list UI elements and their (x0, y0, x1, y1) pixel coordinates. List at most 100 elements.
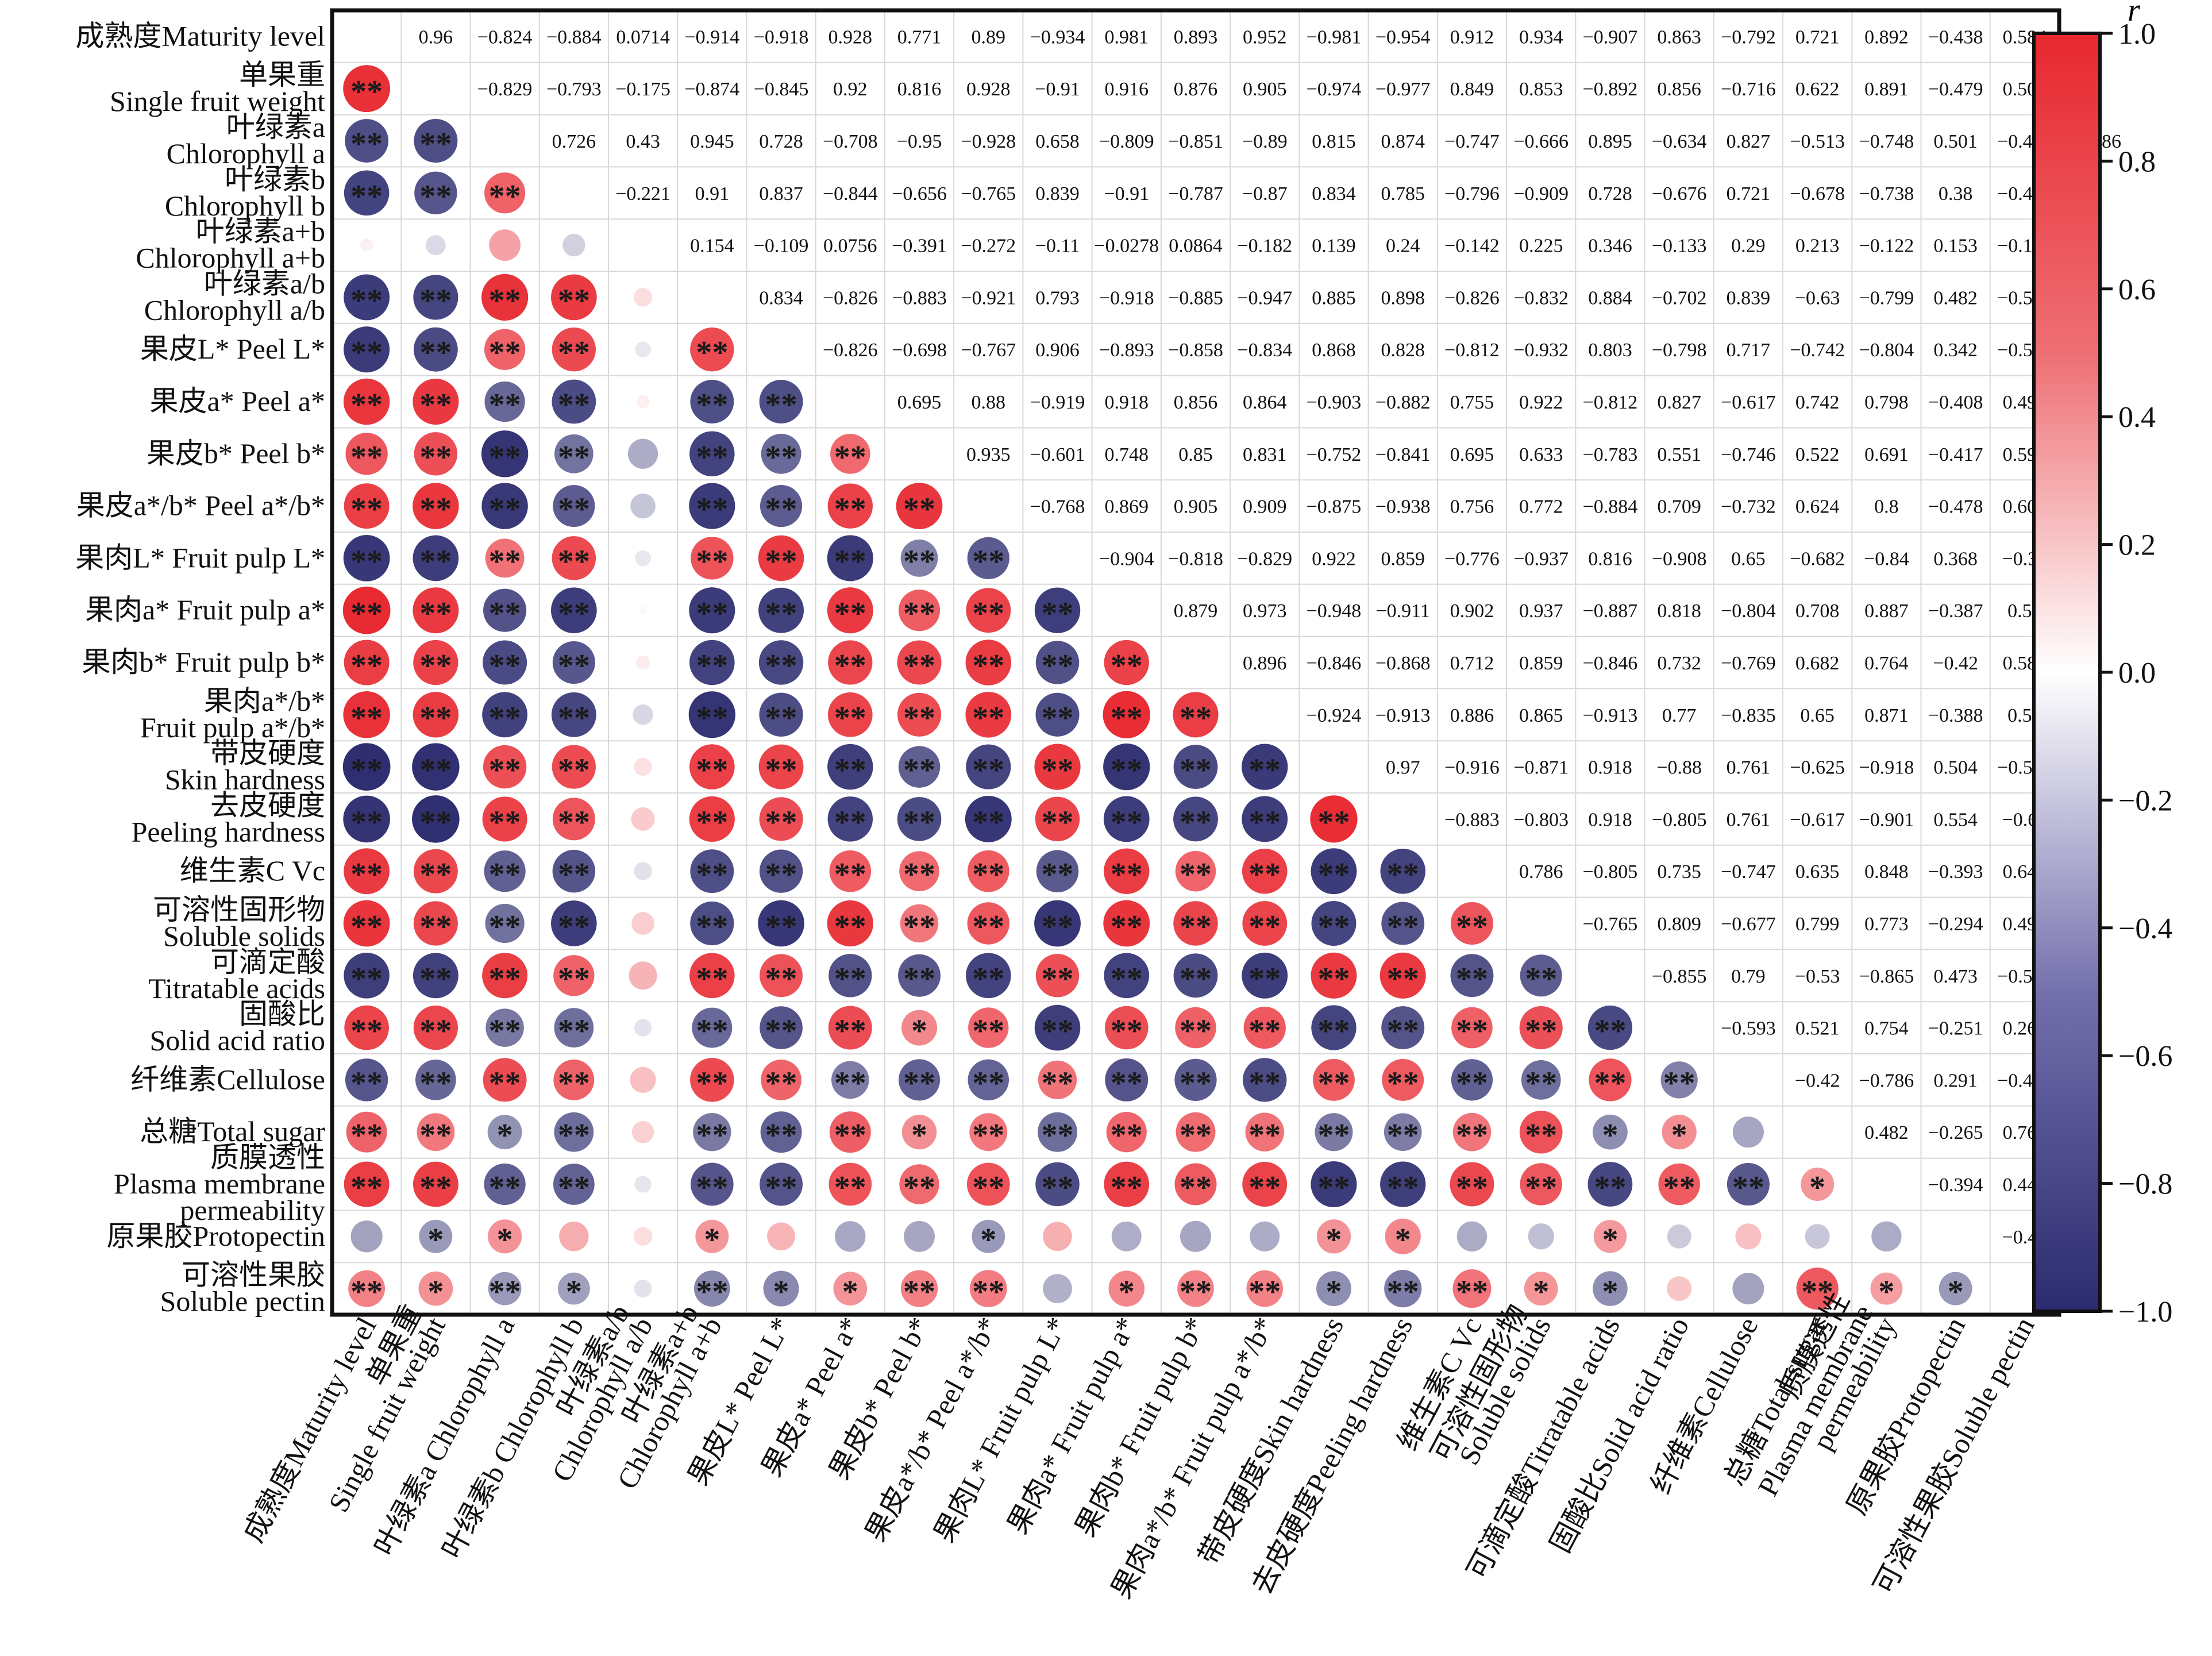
correlation-value: −0.803 (1513, 809, 1569, 830)
significance-mark: * (1809, 1170, 1825, 1206)
correlation-value: −0.871 (1513, 757, 1569, 779)
significance-mark: ** (972, 961, 1004, 997)
correlation-circle (1382, 1058, 1424, 1101)
correlation-circle (1315, 1113, 1353, 1152)
correlation-circle (1177, 1270, 1214, 1307)
correlation-circle (414, 118, 458, 163)
correlation-circle (1180, 1220, 1212, 1252)
correlation-value: 0.501 (1933, 131, 1978, 152)
significance-mark: ** (350, 283, 383, 318)
significance-mark: ** (972, 1274, 1004, 1310)
correlation-circle (634, 758, 652, 776)
correlation-circle (488, 1219, 522, 1254)
row-label: 原果胶Protopectin (106, 1220, 325, 1252)
correlation-value: −0.221 (615, 183, 670, 205)
correlation-circle (690, 849, 734, 894)
correlation-circle (966, 744, 1011, 790)
correlation-value: 0.504 (1933, 757, 1978, 779)
significance-mark: * (1602, 1118, 1618, 1153)
correlation-circle (413, 849, 458, 894)
significance-mark: ** (1180, 909, 1212, 945)
correlation-value: 0.828 (1381, 340, 1425, 361)
correlation-circle (1311, 848, 1357, 895)
significance-mark: * (497, 1118, 513, 1153)
colorbar-tick-label: −0.8 (2118, 1168, 2172, 1201)
colorbar-ticks: 1.0 0.8 0.6 0.4 0.2 0.0 −0.2 −0.4 −0.6 −0.8 −1.0 (2100, 18, 2172, 1328)
correlation-circle (1242, 901, 1288, 946)
correlation-value: −0.387 (1928, 600, 1983, 622)
correlation-value: −0.812 (1444, 340, 1500, 361)
significance-mark: ** (903, 804, 935, 840)
correlation-value: −0.793 (546, 79, 602, 100)
row-label: 可溶性果胶 (182, 1259, 325, 1291)
correlation-circle (1939, 1272, 1972, 1305)
row-label: Chlorophyll a+b (136, 242, 325, 274)
correlation-circle (633, 288, 653, 307)
correlation-circle (1316, 1271, 1351, 1307)
correlation-circle (552, 798, 595, 841)
correlation-value: −0.478 (1928, 496, 1983, 518)
significance-mark: ** (1042, 596, 1074, 631)
correlation-value: −0.796 (1444, 183, 1500, 205)
correlation-circle (1524, 1272, 1558, 1305)
correlation-value: 0.785 (1381, 183, 1425, 205)
significance-mark: ** (972, 648, 1004, 684)
correlation-value: 0.863 (1657, 26, 1701, 48)
correlation-circle (1038, 1112, 1078, 1152)
significance-mark: ** (696, 753, 728, 788)
significance-mark: ** (972, 596, 1004, 631)
significance-mark: ** (696, 387, 728, 423)
significance-mark: ** (350, 74, 383, 110)
correlation-value: 0.712 (1450, 653, 1494, 674)
correlation-circle (485, 1008, 524, 1047)
significance-mark: ** (419, 1065, 452, 1101)
correlation-value: 0.865 (1519, 705, 1563, 726)
significance-mark: ** (1180, 1118, 1212, 1153)
correlation-circle (485, 903, 525, 943)
correlation-circle (483, 640, 527, 685)
correlation-value: −0.767 (961, 340, 1016, 361)
correlation-circle (1805, 1224, 1830, 1249)
correlation-circle (831, 1061, 869, 1099)
significance-mark: ** (350, 335, 383, 371)
correlation-circle (1381, 1006, 1425, 1050)
correlation-circle (968, 1059, 1009, 1101)
correlation-circle (1451, 1059, 1493, 1101)
significance-mark: ** (1111, 1118, 1143, 1153)
correlation-value: 0.928 (828, 26, 873, 48)
correlation-circle (1174, 1163, 1217, 1206)
row-label: 带皮硬度 (210, 737, 325, 769)
correlation-circle (1034, 587, 1081, 633)
correlation-circle (552, 536, 596, 580)
correlation-value: −0.175 (615, 79, 670, 100)
significance-mark: ** (558, 440, 590, 475)
significance-mark: ** (1387, 909, 1419, 945)
correlation-circle (1034, 1004, 1081, 1051)
correlation-circle (896, 483, 943, 529)
significance-mark: ** (1180, 1065, 1212, 1101)
significance-mark: ** (419, 335, 452, 371)
correlation-value: −0.893 (1099, 340, 1154, 361)
significance-mark: ** (1042, 1014, 1074, 1049)
correlation-circle (345, 433, 388, 475)
row-label: 果皮a*/b* Peel a*/b* (76, 490, 325, 522)
correlation-value: 0.895 (1588, 131, 1632, 152)
correlation-value: 0.726 (552, 131, 596, 152)
correlation-value: 0.902 (1450, 600, 1494, 622)
significance-mark: ** (350, 857, 383, 892)
correlation-value: −0.804 (1721, 600, 1776, 622)
correlation-circle (1035, 692, 1080, 737)
correlation-circle (758, 900, 804, 947)
correlation-circle (1450, 902, 1493, 945)
correlation-value: 0.153 (1933, 236, 1978, 257)
correlation-value: −0.42 (1933, 653, 1978, 674)
correlation-circle (827, 900, 873, 947)
significance-mark: ** (489, 492, 521, 527)
correlation-value: 0.945 (690, 131, 734, 152)
correlation-circle (413, 692, 459, 738)
correlation-value: −0.907 (1583, 26, 1638, 48)
significance-mark: ** (1456, 1274, 1488, 1310)
correlation-circle (760, 485, 803, 527)
correlation-value: −0.109 (754, 236, 809, 257)
correlation-value: 0.876 (1174, 79, 1218, 100)
